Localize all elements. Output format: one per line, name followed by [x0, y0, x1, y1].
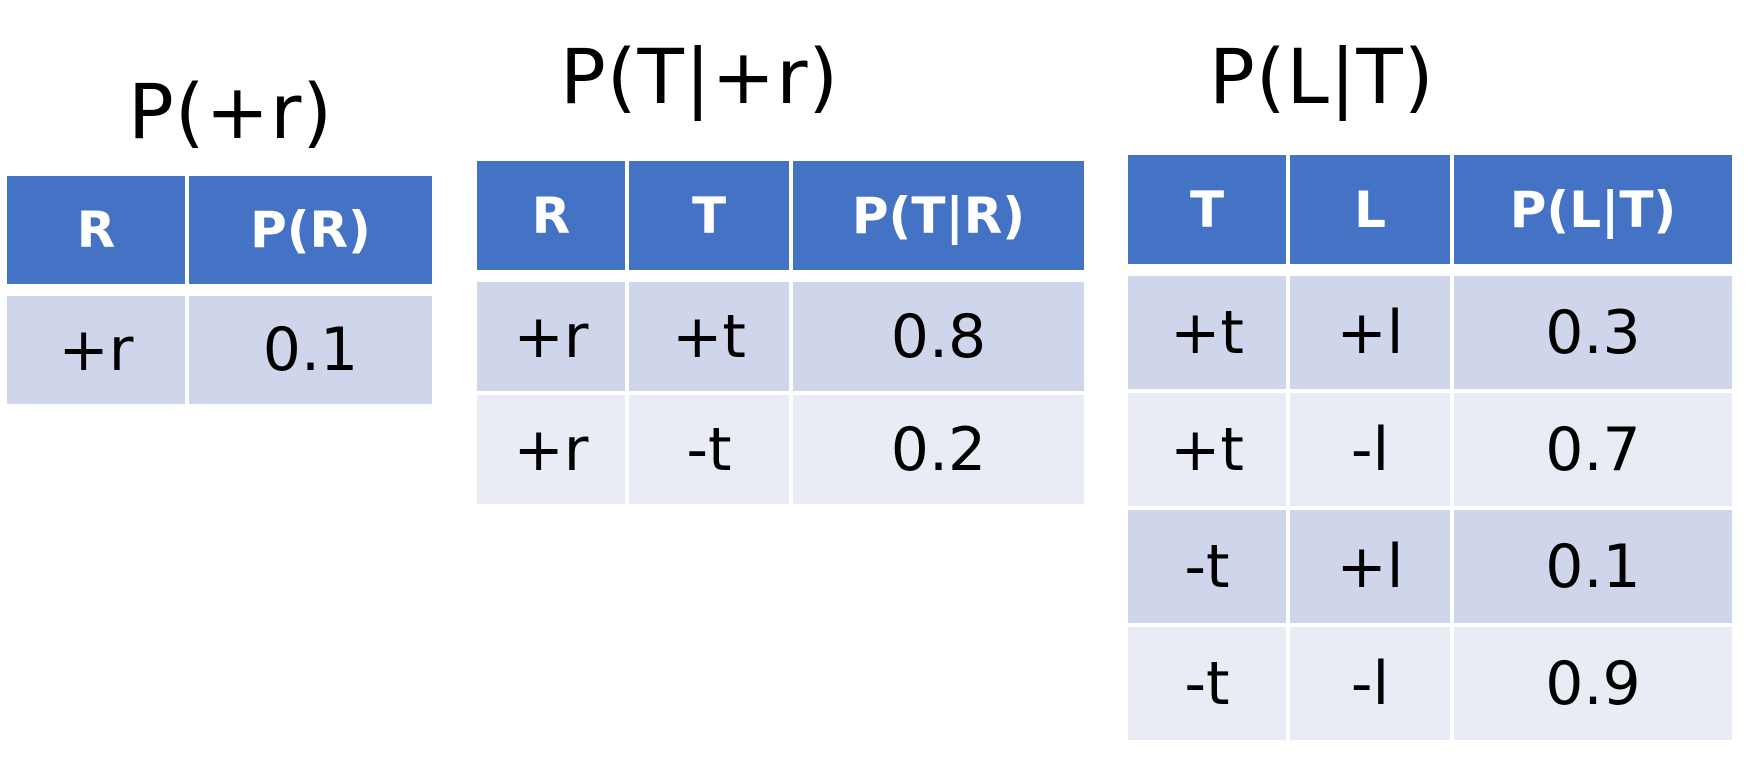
cpt-t-given-r-table: R T P(T|R) +r +t 0.8 +r -t 0.2: [473, 161, 1088, 504]
table-cell: 0.2: [793, 395, 1084, 504]
cpt-r-title: P(+r): [128, 67, 334, 156]
table-cell: -l: [1290, 627, 1450, 740]
table-cell: +t: [1128, 393, 1286, 506]
table-cell: 0.1: [1454, 510, 1732, 623]
table-header-row: R P(R): [7, 176, 432, 284]
table-row: -t -l 0.9: [1128, 627, 1732, 740]
table-cell: +t: [1128, 276, 1286, 389]
table-cell: +r: [7, 296, 185, 404]
column-header: P(R): [189, 176, 432, 284]
table-cell: 0.9: [1454, 627, 1732, 740]
cpt-l-given-t-title: P(L|T): [1209, 32, 1435, 121]
table-cell: +r: [477, 395, 625, 504]
table-row: +r +t 0.8: [477, 282, 1084, 391]
column-header: L: [1290, 155, 1450, 264]
cpt-r-table: R P(R) +r 0.1: [3, 176, 436, 404]
table-cell: 0.8: [793, 282, 1084, 391]
table-cell: 0.7: [1454, 393, 1732, 506]
table-header-row: T L P(L|T): [1128, 155, 1732, 264]
table-row: +r -t 0.2: [477, 395, 1084, 504]
table-cell: +l: [1290, 276, 1450, 389]
table-cell: -t: [629, 395, 789, 504]
column-header: T: [629, 161, 789, 270]
table-cell: +r: [477, 282, 625, 391]
table-cell: +l: [1290, 510, 1450, 623]
column-header: T: [1128, 155, 1286, 264]
table-cell: 0.3: [1454, 276, 1732, 389]
column-header: P(T|R): [793, 161, 1084, 270]
cpt-l-given-t-table: T L P(L|T) +t +l 0.3 +t -l 0.7 -t +l 0.1…: [1124, 155, 1736, 740]
column-header: P(L|T): [1454, 155, 1732, 264]
table-row: +t -l 0.7: [1128, 393, 1732, 506]
table-cell: 0.1: [189, 296, 432, 404]
table-cell: -l: [1290, 393, 1450, 506]
table-row: +t +l 0.3: [1128, 276, 1732, 389]
column-header: R: [7, 176, 185, 284]
table-cell: +t: [629, 282, 789, 391]
table-row: -t +l 0.1: [1128, 510, 1732, 623]
table-cell: -t: [1128, 627, 1286, 740]
column-header: R: [477, 161, 625, 270]
table-header-row: R T P(T|R): [477, 161, 1084, 270]
table-cell: -t: [1128, 510, 1286, 623]
table-row: +r 0.1: [7, 296, 432, 404]
cpt-t-given-r-title: P(T|+r): [560, 32, 840, 121]
